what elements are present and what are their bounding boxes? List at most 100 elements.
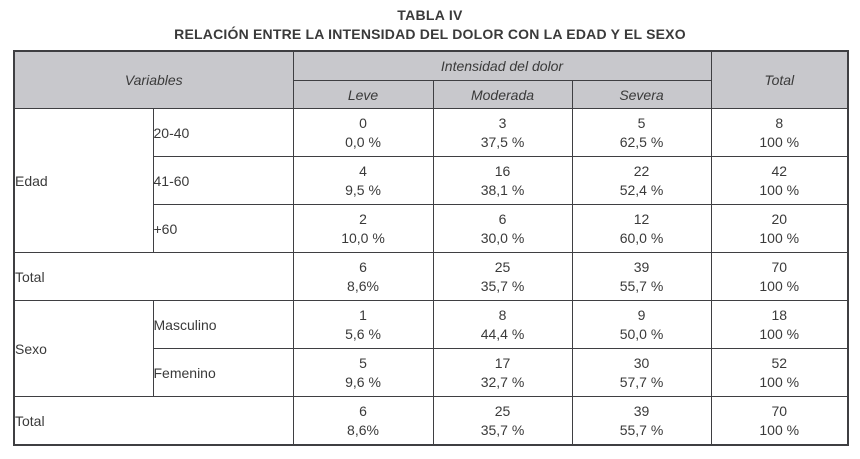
row-sexo-total: Total 6 8,6% 25 35,7 % 39 55,7 % 70 100 … xyxy=(13,396,849,446)
header-row-1: Variables Intensidad del dolor Total xyxy=(13,50,849,109)
cell-sexo-femenino-leve: 5 9,6 % xyxy=(292,348,434,397)
cell-percent: 100 % xyxy=(759,325,800,342)
header-row-2: Leve Moderada Severa xyxy=(14,80,848,109)
cell-count: 8 xyxy=(775,114,784,131)
statistics-table: Variables Intensidad del dolor Total Lev… xyxy=(13,50,849,446)
row-label-41-60: 41-60 xyxy=(152,156,294,205)
cell-percent: 52,4 % xyxy=(619,181,664,198)
cell-percent: 57,7 % xyxy=(619,373,664,390)
cell-percent: 100 % xyxy=(759,229,800,246)
header-level-leve: Leve xyxy=(292,80,434,109)
cell-percent: 100 % xyxy=(759,421,800,438)
row-label-femenino: Femenino xyxy=(152,348,294,397)
table-title: TABLA IV xyxy=(397,7,463,23)
cell-percent: 55,7 % xyxy=(619,277,664,294)
cell-percent: 62,5 % xyxy=(619,133,664,150)
row-label-masculino: Masculino xyxy=(152,300,294,349)
cell-count: 3 xyxy=(498,114,507,131)
cell-count: 52 xyxy=(771,354,788,371)
cell-percent: 55,7 % xyxy=(619,421,664,438)
header-level-severa: Severa xyxy=(571,80,712,109)
cell-count: 22 xyxy=(633,162,650,179)
cell-sexo-femenino-severa: 30 57,7 % xyxy=(571,348,712,397)
cell-count: 42 xyxy=(771,162,788,179)
cell-edad-total-moderada: 25 35,7 % xyxy=(432,252,573,301)
cell-count: 17 xyxy=(494,354,511,371)
cell-count: 12 xyxy=(633,210,650,227)
header-total: Total xyxy=(710,50,849,109)
cell-edad-20-40-total: 8 100 % xyxy=(710,108,849,157)
cell-percent: 5,6 % xyxy=(345,325,381,342)
cell-edad-60plus-moderada: 6 30,0 % xyxy=(432,204,573,253)
cell-count: 8 xyxy=(498,306,507,323)
cell-count: 18 xyxy=(771,306,788,323)
row-sexo-femenino: Femenino 5 9,6 % 17 32,7 % 30 57,7 % 52 … xyxy=(14,348,849,397)
row-edad-20-40: Edad 20-40 0 0,0 % 3 37,5 % 5 62,5 % 8 1… xyxy=(13,108,849,253)
cell-edad-total-leve: 6 8,6% xyxy=(292,252,434,301)
cell-percent: 37,5 % xyxy=(480,133,525,150)
cell-percent: 50,0 % xyxy=(619,325,664,342)
cell-count: 30 xyxy=(633,354,650,371)
row-label-60plus: +60 xyxy=(152,204,294,253)
cell-percent: 9,5 % xyxy=(345,181,381,198)
group-label-edad: Edad xyxy=(13,108,154,253)
header-level-moderada: Moderada xyxy=(432,80,573,109)
cell-sexo-masculino-severa: 9 50,0 % xyxy=(571,300,712,349)
cell-edad-41-60-total: 42 100 % xyxy=(710,156,849,205)
cell-percent: 35,7 % xyxy=(480,421,525,438)
cell-sexo-total-moderada: 25 35,7 % xyxy=(432,396,573,446)
cell-percent: 44,4 % xyxy=(480,325,525,342)
cell-edad-41-60-severa: 22 52,4 % xyxy=(571,156,712,205)
cell-count: 5 xyxy=(637,114,646,131)
group-label-sexo: Sexo xyxy=(13,300,154,397)
cell-percent: 8,6% xyxy=(347,277,379,294)
cell-count: 6 xyxy=(359,402,367,419)
cell-count: 70 xyxy=(771,402,788,419)
cell-percent: 30,0 % xyxy=(480,229,525,246)
cell-sexo-femenino-total: 52 100 % xyxy=(710,348,849,397)
row-edad-60plus: +60 2 10,0 % 6 30,0 % 12 60,0 % 20 100 % xyxy=(14,204,849,253)
cell-percent: 100 % xyxy=(759,133,800,150)
cell-count: 5 xyxy=(359,354,367,371)
cell-count: 9 xyxy=(637,306,646,323)
cell-count: 6 xyxy=(498,210,507,227)
cell-sexo-total-total: 70 100 % xyxy=(710,396,849,446)
cell-edad-60plus-leve: 2 10,0 % xyxy=(292,204,434,253)
cell-count: 16 xyxy=(494,162,511,179)
cell-edad-60plus-total: 20 100 % xyxy=(710,204,849,253)
table-caption: TABLA IV RELACIÓN ENTRE LA INTENSIDAD DE… xyxy=(0,0,860,42)
cell-count: 2 xyxy=(359,210,367,227)
cell-count: 4 xyxy=(359,162,367,179)
row-label-edad-total: Total xyxy=(13,252,294,301)
cell-sexo-masculino-total: 18 100 % xyxy=(710,300,849,349)
header-intensity-group: Intensidad del dolor xyxy=(292,50,712,81)
row-edad-41-60: 41-60 4 9,5 % 16 38,1 % 22 52,4 % 42 100… xyxy=(14,156,849,205)
cell-edad-41-60-moderada: 16 38,1 % xyxy=(432,156,573,205)
row-label-sexo-total: Total xyxy=(13,396,294,446)
cell-count: 20 xyxy=(771,210,788,227)
row-sexo-masculino: Sexo Masculino 1 5,6 % 8 44,4 % 9 50,0 %… xyxy=(13,300,849,397)
cell-sexo-total-severa: 39 55,7 % xyxy=(571,396,712,446)
cell-edad-total-severa: 39 55,7 % xyxy=(571,252,712,301)
cell-percent: 100 % xyxy=(759,277,800,294)
cell-edad-20-40-leve: 0 0,0 % xyxy=(292,108,434,157)
cell-percent: 8,6% xyxy=(347,421,379,438)
cell-percent: 35,7 % xyxy=(480,277,525,294)
row-edad-total: Total 6 8,6% 25 35,7 % 39 55,7 % 70 100 … xyxy=(13,252,849,301)
cell-count: 39 xyxy=(633,402,650,419)
cell-edad-41-60-leve: 4 9,5 % xyxy=(292,156,434,205)
cell-percent: 38,1 % xyxy=(480,181,525,198)
cell-edad-20-40-moderada: 3 37,5 % xyxy=(432,108,573,157)
cell-sexo-masculino-moderada: 8 44,4 % xyxy=(432,300,573,349)
cell-count: 6 xyxy=(359,258,367,275)
cell-percent: 10,0 % xyxy=(341,229,385,246)
cell-count: 25 xyxy=(494,402,511,419)
cell-sexo-masculino-leve: 1 5,6 % xyxy=(292,300,434,349)
cell-edad-20-40-severa: 5 62,5 % xyxy=(571,108,712,157)
cell-count: 25 xyxy=(494,258,511,275)
cell-percent: 0,0 % xyxy=(345,133,381,150)
cell-count: 70 xyxy=(771,258,788,275)
cell-percent: 100 % xyxy=(759,373,800,390)
cell-edad-total-total: 70 100 % xyxy=(710,252,849,301)
cell-sexo-femenino-moderada: 17 32,7 % xyxy=(432,348,573,397)
